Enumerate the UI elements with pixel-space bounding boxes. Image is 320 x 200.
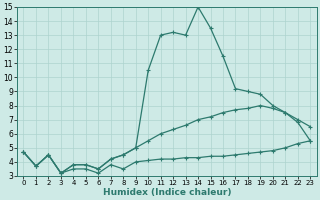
X-axis label: Humidex (Indice chaleur): Humidex (Indice chaleur) [103, 188, 231, 197]
